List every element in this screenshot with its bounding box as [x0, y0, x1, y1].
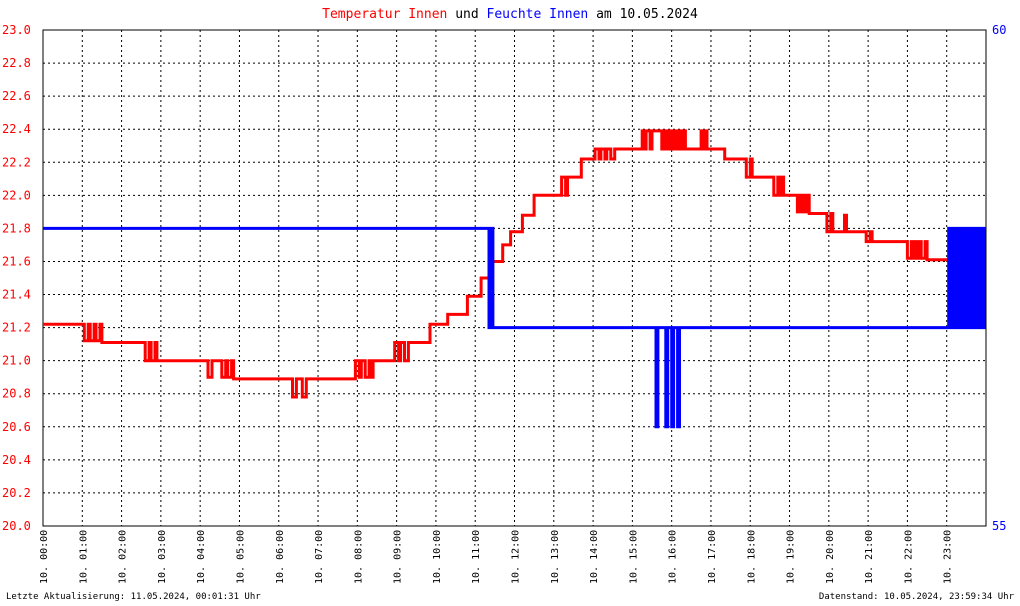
x-tick-label: 10. 06:00: [275, 530, 286, 584]
series-line-humidity: [43, 226, 986, 429]
y-tick-label-left: 20.6: [2, 420, 31, 434]
data-status-text: Datenstand: 10.05.2024, 23:59:34 Uhr: [818, 592, 1014, 602]
x-tick-label: 10. 09:00: [393, 530, 404, 584]
x-tick-label: 10. 05:00: [235, 530, 246, 584]
x-tick-label: 10. 18:00: [746, 530, 757, 584]
x-tick-label: 10. 15:00: [628, 530, 639, 584]
chart-title-part: Feuchte Innen: [487, 7, 589, 22]
y-tick-label-left: 20.0: [2, 519, 31, 533]
chart-title-part: am 10.05.2024: [588, 7, 698, 22]
y-tick-label-left: 20.4: [2, 453, 31, 467]
y-tick-label-left: 21.0: [2, 354, 31, 368]
plot-frame: [42, 29, 987, 527]
chart-title: Temperatur Innen und Feuchte Innen am 10…: [322, 7, 698, 22]
y-tick-label-left: 23.0: [2, 23, 31, 37]
y-tick-label-right: 60: [992, 23, 1006, 37]
chart-title-part: Temperatur Innen: [322, 7, 447, 22]
x-tick-label: 10. 21:00: [864, 530, 875, 584]
y-tick-label-left: 21.2: [2, 321, 31, 335]
x-tick-label: 10. 00:00: [39, 530, 50, 584]
y-tick-label-left: 22.0: [2, 188, 31, 202]
x-tick-label: 10. 04:00: [196, 530, 207, 584]
chart-title-part: und: [447, 7, 486, 22]
y-tick-label-left: 20.8: [2, 387, 31, 401]
x-tick-label: 10. 08:00: [353, 530, 364, 584]
x-tick-label: 10. 07:00: [314, 530, 325, 584]
x-tick-label: 10. 17:00: [707, 530, 718, 584]
y-tick-label-left: 21.6: [2, 254, 31, 268]
chart: Temperatur Innen und Feuchte Innen am 10…: [2, 7, 1006, 584]
x-tick-label: 10. 13:00: [550, 530, 561, 584]
y-tick-label-left: 22.2: [2, 155, 31, 169]
x-tick-label: 10. 20:00: [825, 530, 836, 584]
y-tick-label-left: 21.8: [2, 221, 31, 235]
x-tick-label: 10. 01:00: [78, 530, 89, 584]
y-tick-label-right: 55: [992, 519, 1006, 533]
x-tick-label: 10. 22:00: [903, 530, 914, 584]
x-tick-label: 10. 12:00: [511, 530, 522, 584]
series-line-temperature: [43, 129, 984, 399]
y-tick-label-left: 21.4: [2, 288, 31, 302]
x-tick-label: 10. 03:00: [157, 530, 168, 584]
y-tick-label-left: 22.8: [2, 56, 31, 70]
x-tick-label: 10. 23:00: [943, 530, 954, 584]
x-tick-label: 10. 10:00: [432, 530, 443, 584]
y-tick-label-left: 20.2: [2, 486, 31, 500]
x-tick-label: 10. 02:00: [118, 530, 129, 584]
x-tick-label: 10. 16:00: [668, 530, 679, 584]
y-tick-label-left: 22.4: [2, 122, 31, 136]
x-tick-label: 10. 19:00: [786, 530, 797, 584]
x-tick-label: 10. 14:00: [589, 530, 600, 584]
last-update-text: Letzte Aktualisierung: 11.05.2024, 00:01…: [6, 592, 261, 602]
x-tick-label: 10. 11:00: [471, 530, 482, 584]
y-tick-label-left: 22.6: [2, 89, 31, 103]
